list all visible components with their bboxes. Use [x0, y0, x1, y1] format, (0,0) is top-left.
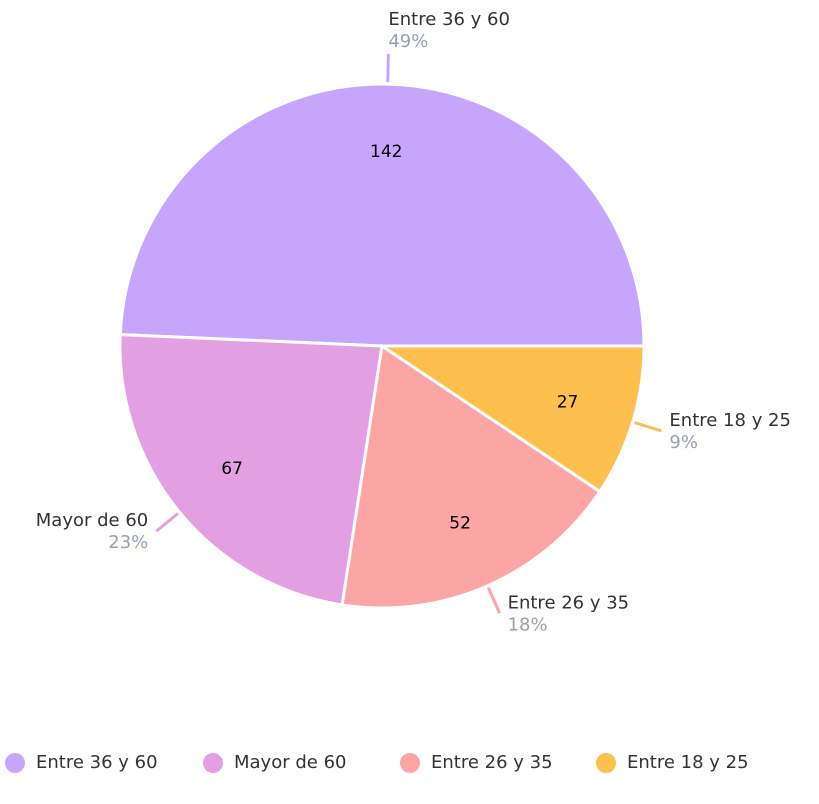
legend-label: Entre 36 y 60: [36, 752, 158, 773]
leader-line: [634, 421, 662, 433]
slice-percent: 18%: [508, 614, 548, 635]
slice-name: Entre 26 y 35: [508, 592, 630, 613]
slice-percent: 23%: [108, 532, 148, 553]
pie-slice: [340, 343, 602, 610]
slice-name: Entre 18 y 25: [669, 410, 791, 431]
leader-line: [386, 54, 390, 83]
leader-line: [486, 587, 501, 614]
leader-line: [155, 512, 179, 533]
legend-swatch: [596, 753, 616, 773]
legend-swatch: [5, 753, 25, 773]
value-label: 27: [557, 392, 579, 412]
slice-name: Entre 36 y 60: [388, 9, 510, 30]
legend-label: Entre 26 y 35: [431, 752, 553, 773]
slice-percent: 49%: [388, 31, 428, 52]
legend-swatch: [203, 753, 223, 773]
slice-name: Mayor de 60: [36, 510, 148, 531]
value-label: 67: [221, 459, 243, 479]
slice-percent: 9%: [669, 432, 698, 453]
pie-slice: [118, 82, 646, 348]
pie-slice: [377, 344, 646, 494]
legend-swatch: [400, 753, 420, 773]
value-label: 142: [370, 142, 402, 162]
legend-label: Mayor de 60: [234, 752, 346, 773]
legend-label: Entre 18 y 25: [627, 752, 749, 773]
value-label: 52: [449, 513, 471, 533]
pie-slice: [118, 333, 384, 607]
